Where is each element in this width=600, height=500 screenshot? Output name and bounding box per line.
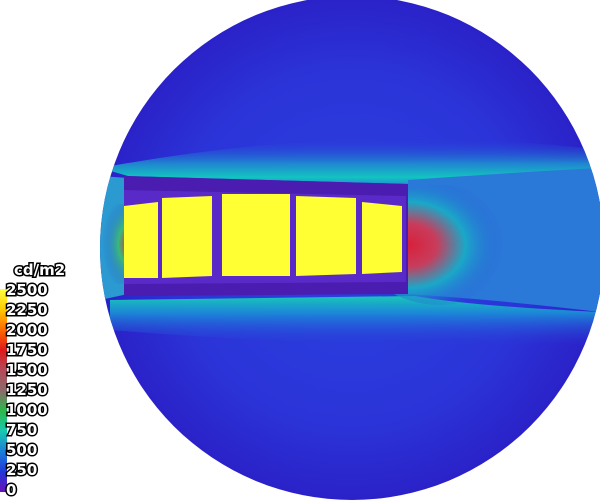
- legend-tick: 2000: [5, 321, 50, 340]
- legend-tick: 1000: [5, 401, 50, 420]
- window-pane-5: [362, 202, 402, 274]
- legend-tick: 1250: [5, 381, 50, 400]
- window-pane-4: [296, 196, 356, 276]
- window-pane-2: [162, 196, 212, 278]
- legend-tick: 1750: [5, 341, 50, 360]
- ceiling-glow: [100, 138, 600, 184]
- legend-tick: 2500: [5, 281, 50, 300]
- legend-tick: 250: [4, 461, 38, 480]
- window-pane-1: [124, 202, 158, 278]
- colorbar-gradient: [0, 289, 7, 492]
- legend-tick: 750: [4, 421, 38, 440]
- legend-tick: 0: [4, 481, 18, 500]
- luminance-legend: cd/m2 2500 2250 2000 1750 1500 1250 1000…: [0, 261, 90, 500]
- legend-tick: 2250: [5, 301, 50, 320]
- legend-unit-label: cd/m2: [12, 261, 66, 280]
- floor-glow: [110, 296, 600, 346]
- window-pane-3: [222, 194, 290, 276]
- legend-tick: 1500: [5, 361, 50, 380]
- legend-tick: 500: [4, 441, 38, 460]
